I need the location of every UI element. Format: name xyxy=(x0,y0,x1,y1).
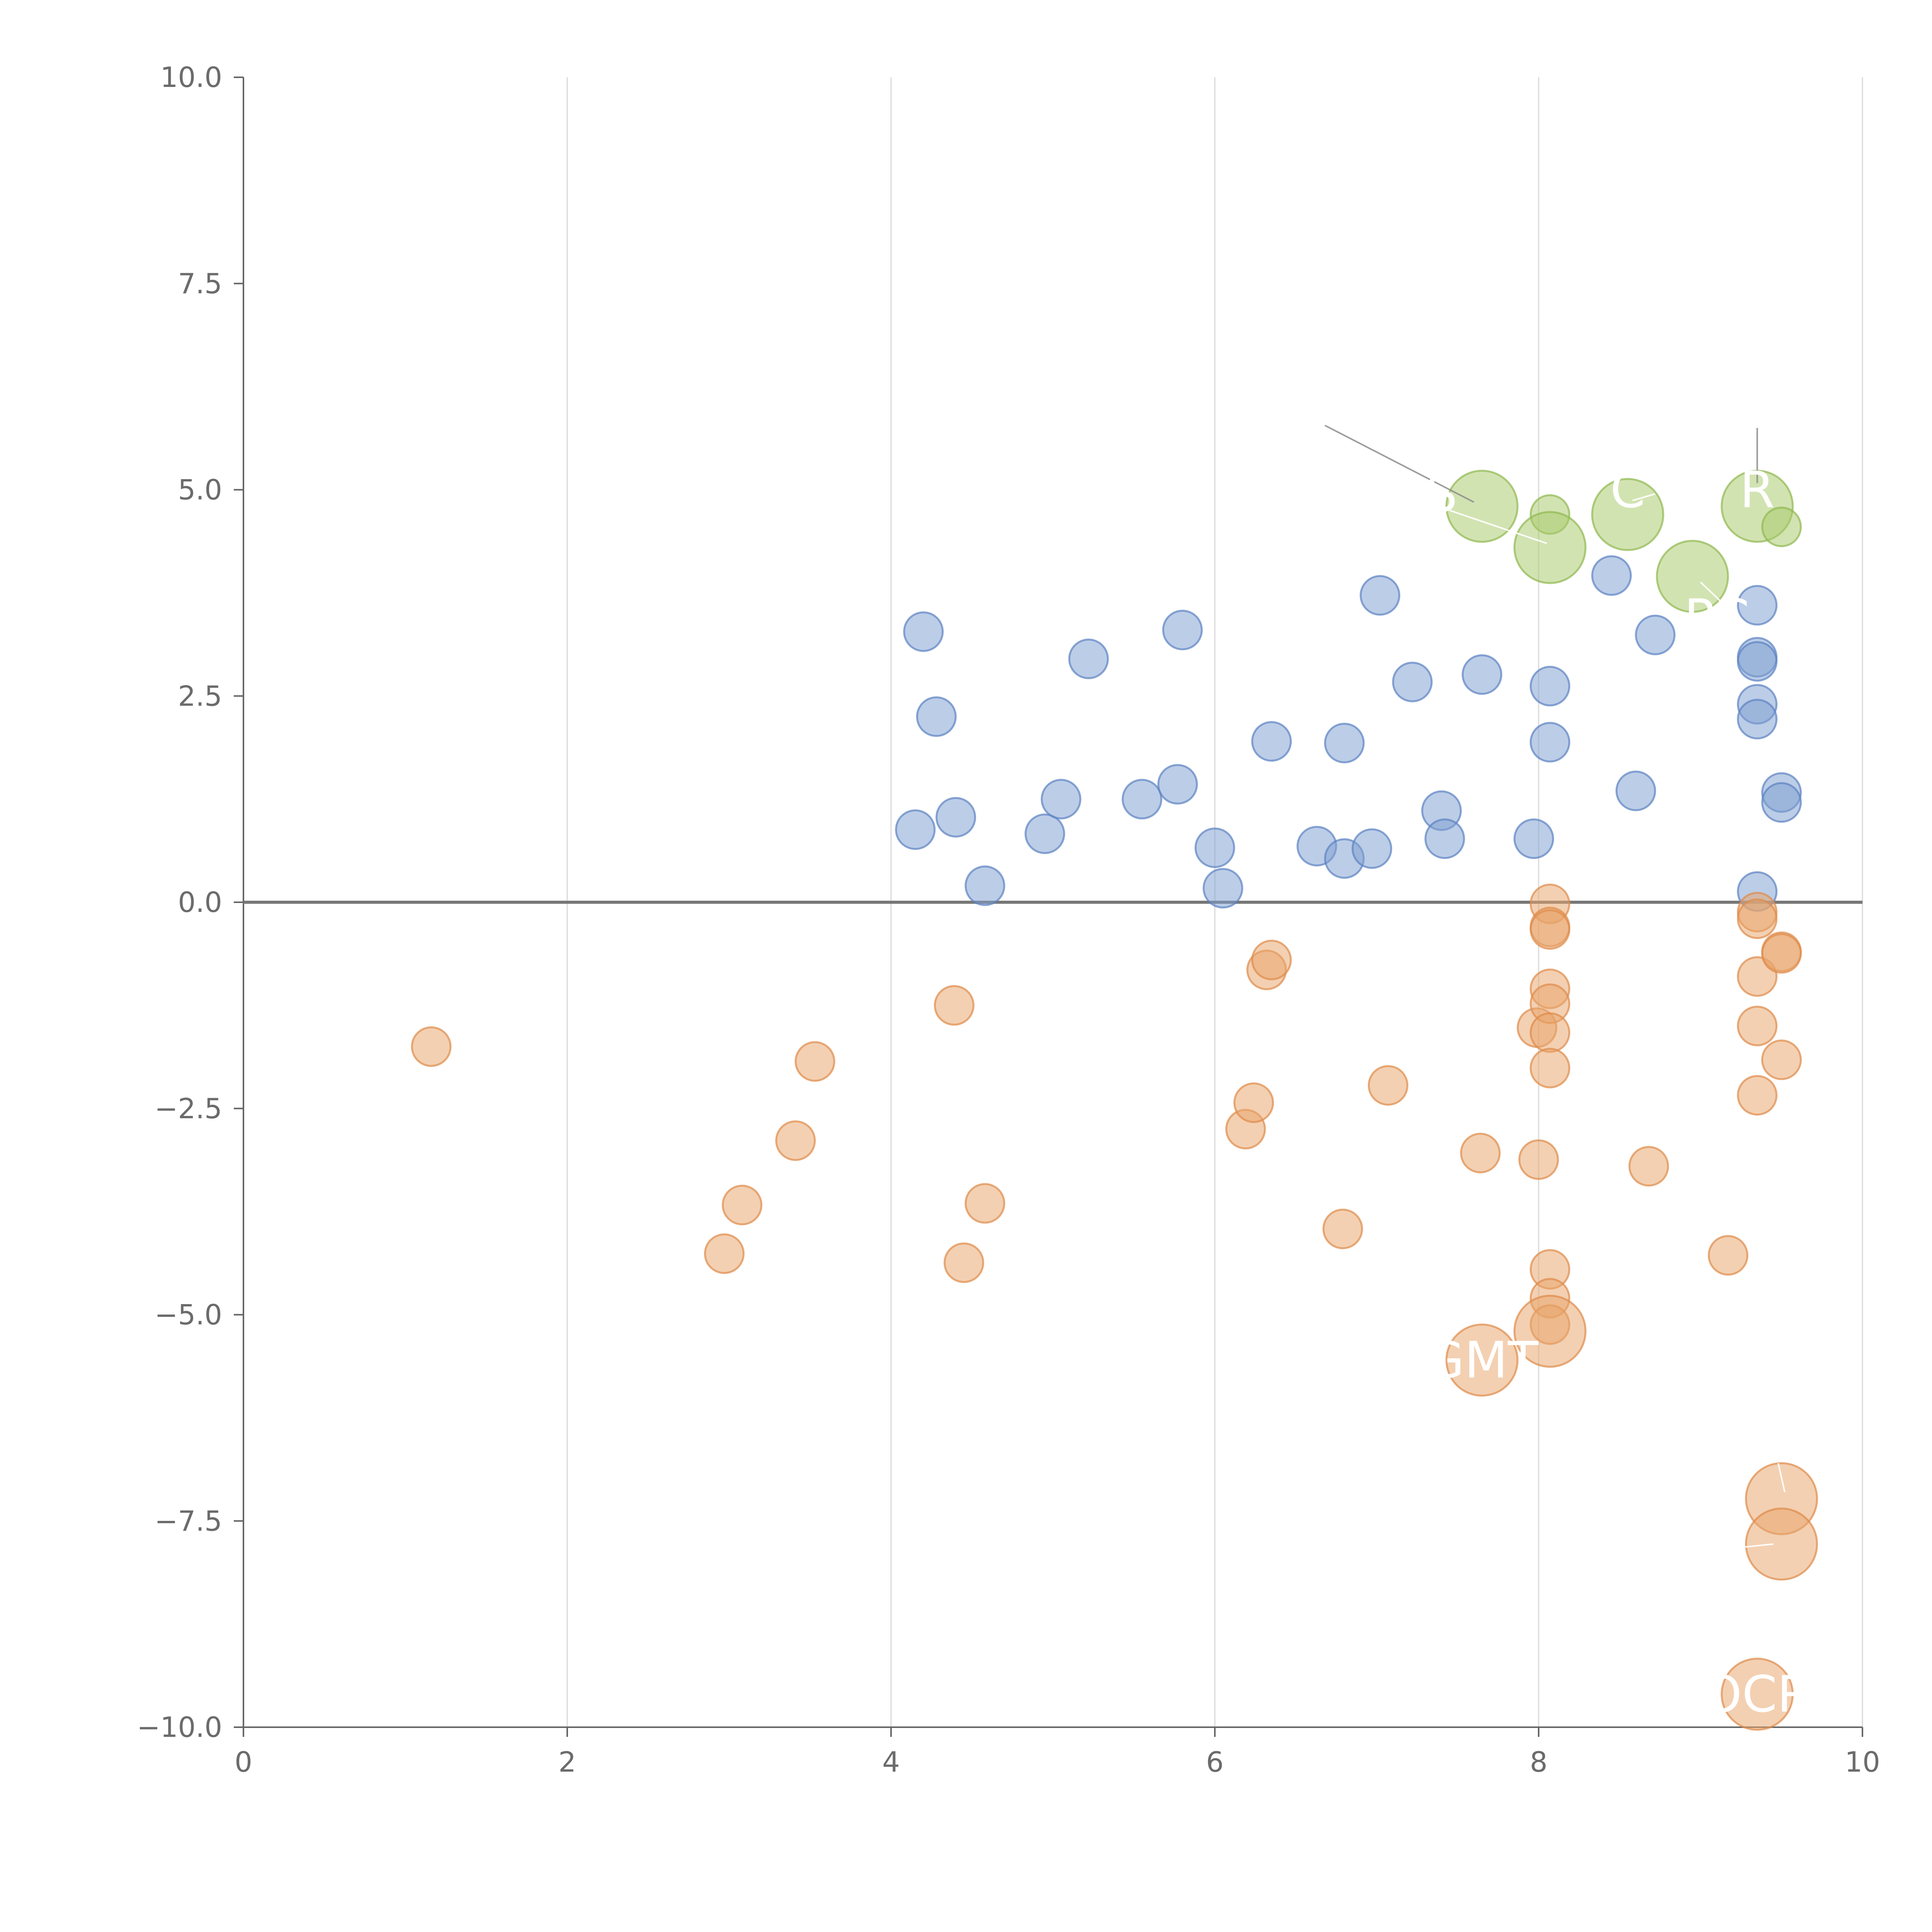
y-tick-label: 7.5 xyxy=(178,267,222,300)
point-orange-32[interactable] xyxy=(1737,898,1778,939)
leader-lines xyxy=(1325,425,1786,1548)
leader-line-2 xyxy=(1449,509,1547,544)
point-blue-3[interactable] xyxy=(935,797,976,838)
point-orange-27[interactable] xyxy=(1513,1294,1587,1368)
point-orange-7[interactable] xyxy=(964,1183,1005,1224)
point-blue-8[interactable] xyxy=(1121,779,1162,820)
point-blue-25[interactable] xyxy=(1529,722,1570,763)
point-blue-11[interactable] xyxy=(1194,827,1235,868)
point-orange-14[interactable] xyxy=(1460,1133,1501,1173)
y-tick-label: −7.5 xyxy=(155,1505,222,1537)
point-blue-29[interactable] xyxy=(1737,585,1778,626)
series-green xyxy=(1445,469,1802,613)
point-blue-17[interactable] xyxy=(1351,828,1392,869)
point-blue-2[interactable] xyxy=(895,809,936,850)
point-orange-35[interactable] xyxy=(1737,1075,1778,1116)
point-orange-22[interactable] xyxy=(1529,1012,1570,1053)
bubble-label-5: PC xyxy=(1684,588,1749,647)
point-blue-5[interactable] xyxy=(1024,813,1065,854)
point-orange-1[interactable] xyxy=(704,1233,745,1274)
point-orange-38[interactable] xyxy=(1761,1039,1802,1080)
point-orange-0[interactable] xyxy=(411,1026,452,1067)
point-blue-18[interactable] xyxy=(1359,575,1400,616)
point-orange-9[interactable] xyxy=(1233,1082,1274,1123)
bubble-label-0: GMT xyxy=(1425,1331,1539,1389)
point-orange-37[interactable] xyxy=(1761,933,1802,974)
bubble-labels: GMT OCR C R S PC xyxy=(1425,461,1812,1724)
y-axis-ticks: 10.0 7.5 5.0 2.5 0.0 −2.5 −5.0 −7.5 −10.0 xyxy=(137,61,243,1743)
point-orange-34[interactable] xyxy=(1737,1005,1778,1046)
y-tick-label: −10.0 xyxy=(137,1711,222,1743)
point-blue-13[interactable] xyxy=(1251,721,1292,762)
point-orange-19[interactable] xyxy=(1529,909,1570,950)
point-blue-31[interactable] xyxy=(1737,641,1778,682)
point-blue-28[interactable] xyxy=(1635,614,1676,655)
point-orange-13[interactable] xyxy=(1367,1065,1408,1106)
point-blue-33[interactable] xyxy=(1737,699,1778,740)
point-orange-30[interactable] xyxy=(1708,1235,1748,1276)
point-orange-2[interactable] xyxy=(722,1185,763,1226)
point-orange-23[interactable] xyxy=(1529,1048,1570,1088)
point-orange-41[interactable] xyxy=(1721,1658,1794,1731)
bubble-label-3: R xyxy=(1740,461,1774,519)
y-tick-label: −5.0 xyxy=(155,1299,222,1331)
point-blue-10[interactable] xyxy=(1162,609,1203,650)
point-blue-23[interactable] xyxy=(1513,818,1554,859)
point-blue-9[interactable] xyxy=(1157,764,1198,805)
point-orange-29[interactable] xyxy=(1628,1146,1669,1187)
point-blue-22[interactable] xyxy=(1461,654,1502,695)
y-tick-label: −2.5 xyxy=(155,1092,222,1125)
point-blue-24[interactable] xyxy=(1529,666,1570,707)
point-green-4[interactable] xyxy=(1656,540,1729,613)
point-green-6[interactable] xyxy=(1761,507,1802,548)
point-blue-15[interactable] xyxy=(1324,723,1365,764)
bubble-label-4: S xyxy=(1425,464,1458,523)
point-orange-5[interactable] xyxy=(934,985,975,1026)
point-green-0[interactable] xyxy=(1445,469,1519,543)
leader-line-0 xyxy=(1325,425,1475,503)
point-blue-21[interactable] xyxy=(1424,818,1465,859)
point-green-2[interactable] xyxy=(1513,511,1587,584)
x-tick-label: 4 xyxy=(882,1746,900,1778)
x-tick-label: 2 xyxy=(558,1746,576,1778)
point-blue-4[interactable] xyxy=(964,865,1005,906)
x-tick-label: 8 xyxy=(1530,1746,1548,1778)
y-tick-label: 10.0 xyxy=(160,61,222,94)
x-tick-label: 6 xyxy=(1206,1746,1224,1778)
x-tick-label: 0 xyxy=(235,1746,252,1778)
x-axis-ticks: 0 2 4 6 8 10 xyxy=(235,1727,1880,1778)
point-blue-19[interactable] xyxy=(1392,662,1433,702)
series-blue xyxy=(895,555,1802,912)
leader-line-3 xyxy=(1632,493,1656,502)
point-blue-1[interactable] xyxy=(916,696,957,737)
point-orange-15[interactable] xyxy=(1518,1139,1559,1180)
point-orange-4[interactable] xyxy=(794,1041,835,1082)
point-blue-35[interactable] xyxy=(1761,782,1802,823)
leader-line-5 xyxy=(1777,1463,1786,1492)
series-orange xyxy=(411,883,1818,1731)
bubble-label-2: C xyxy=(1610,461,1645,519)
point-orange-11[interactable] xyxy=(1251,939,1292,980)
y-tick-label: 0.0 xyxy=(178,886,222,918)
point-blue-26[interactable] xyxy=(1591,555,1632,596)
leader-line-6 xyxy=(1741,1543,1774,1548)
x-tick-label: 10 xyxy=(1845,1746,1880,1778)
point-orange-28[interactable] xyxy=(1445,1323,1519,1397)
point-orange-12[interactable] xyxy=(1322,1208,1363,1249)
point-orange-6[interactable] xyxy=(944,1242,985,1283)
series xyxy=(411,469,1818,1731)
point-orange-40[interactable] xyxy=(1745,1507,1818,1581)
point-blue-6[interactable] xyxy=(1041,779,1082,820)
point-blue-27[interactable] xyxy=(1615,770,1656,811)
bubble-label-1: OCR xyxy=(1702,1665,1812,1724)
y-tick-label: 5.0 xyxy=(178,474,222,506)
leader-line-4 xyxy=(1700,582,1726,606)
y-tick-label: 2.5 xyxy=(178,680,222,712)
point-blue-12[interactable] xyxy=(1202,868,1243,909)
point-blue-0[interactable] xyxy=(903,611,944,652)
point-orange-3[interactable] xyxy=(775,1120,816,1161)
point-blue-7[interactable] xyxy=(1068,638,1109,679)
